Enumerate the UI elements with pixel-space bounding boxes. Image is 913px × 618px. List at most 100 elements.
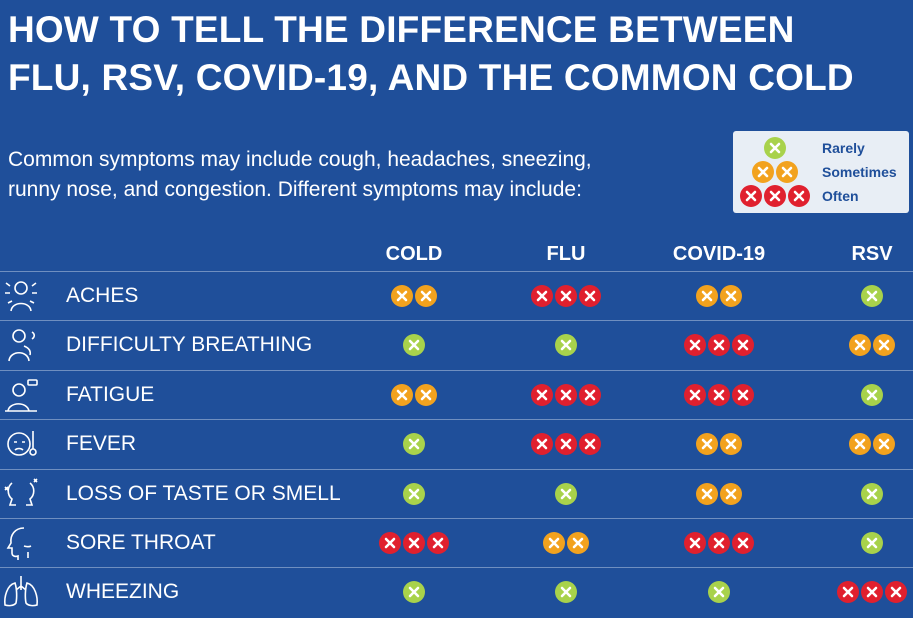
- legend-rarely-marks: [764, 137, 786, 159]
- rating-cell-flu: [555, 334, 577, 357]
- table-row: DIFFICULTY BREATHING: [0, 320, 913, 370]
- sometimes-mark-icon: [415, 383, 437, 406]
- symptom-label: LOSS OF TASTE OR SMELL: [66, 481, 341, 505]
- rating-cell-flu: [555, 482, 577, 505]
- intro-line-1: Common symptoms may include cough, heada…: [8, 148, 592, 171]
- legend-often-marks: [740, 185, 810, 207]
- rarely-mark-icon: [555, 482, 577, 505]
- legend-often: Often: [733, 185, 909, 209]
- sometimes-mark-icon: [543, 532, 565, 554]
- rarely-mark-icon: [764, 137, 786, 159]
- sometimes-mark-icon: [696, 433, 718, 456]
- sometimes-mark-icon: [391, 383, 413, 406]
- sore-throat-icon: [2, 524, 40, 562]
- sometimes-mark-icon: [696, 482, 718, 505]
- rating-cell-cold: [391, 383, 437, 406]
- often-mark-icon: [788, 185, 810, 207]
- lungs-icon: [2, 573, 40, 611]
- rating-cell-flu: [531, 383, 601, 406]
- often-mark-icon: [379, 532, 401, 554]
- rating-cell-cold: [379, 532, 449, 554]
- often-mark-icon: [885, 581, 907, 604]
- rating-cell-cold: [403, 482, 425, 505]
- table-row: FEVER: [0, 419, 913, 469]
- often-mark-icon: [684, 383, 706, 406]
- rarely-mark-icon: [861, 532, 883, 554]
- often-mark-icon: [708, 383, 730, 406]
- legend-rarely: Rarely: [733, 137, 909, 161]
- rating-cell-flu: [543, 532, 589, 554]
- taste-smell-icon: [2, 475, 40, 513]
- rarely-mark-icon: [861, 285, 883, 307]
- intro-line-2: runny nose, and congestion. Different sy…: [8, 178, 582, 201]
- sometimes-mark-icon: [720, 285, 742, 307]
- sometimes-mark-icon: [720, 433, 742, 456]
- legend: Rarely Sometimes Often: [733, 131, 909, 213]
- often-mark-icon: [732, 532, 754, 554]
- sometimes-mark-icon: [696, 285, 718, 307]
- sometimes-mark-icon: [752, 161, 774, 183]
- sometimes-mark-icon: [720, 482, 742, 505]
- often-mark-icon: [531, 433, 553, 456]
- rating-cell-covid19: [696, 285, 742, 307]
- often-mark-icon: [740, 185, 762, 207]
- rating-cell-cold: [391, 285, 437, 307]
- rarely-mark-icon: [861, 383, 883, 406]
- rarely-mark-icon: [403, 482, 425, 505]
- fever-icon: [2, 425, 40, 463]
- legend-often-label: Often: [822, 188, 859, 204]
- table-row: LOSS OF TASTE OR SMELL: [0, 468, 913, 519]
- often-mark-icon: [732, 383, 754, 406]
- legend-sometimes: Sometimes: [733, 161, 909, 185]
- symptom-label: FEVER: [66, 432, 137, 456]
- sometimes-mark-icon: [415, 285, 437, 307]
- rarely-mark-icon: [555, 581, 577, 604]
- rarely-mark-icon: [708, 581, 730, 604]
- rating-cell-rsv: [849, 334, 895, 357]
- rating-cell-covid19: [684, 383, 754, 406]
- column-header-cold: COLD: [385, 243, 443, 265]
- rating-cell-rsv: [861, 482, 883, 505]
- fatigue-icon: [2, 376, 40, 414]
- often-mark-icon: [555, 433, 577, 456]
- legend-rarely-label: Rarely: [822, 140, 865, 156]
- rarely-mark-icon: [555, 334, 577, 357]
- often-mark-icon: [531, 285, 553, 307]
- often-mark-icon: [579, 285, 601, 307]
- often-mark-icon: [531, 383, 553, 406]
- often-mark-icon: [579, 383, 601, 406]
- symptom-label: DIFFICULTY BREATHING: [66, 333, 313, 357]
- breathing-icon: [2, 326, 40, 364]
- rating-cell-flu: [531, 433, 601, 456]
- column-header-rsv: RSV: [851, 243, 893, 265]
- table-row: WHEEZING: [0, 567, 913, 617]
- rarely-mark-icon: [403, 433, 425, 456]
- often-mark-icon: [555, 285, 577, 307]
- symptom-label: WHEEZING: [66, 580, 180, 604]
- sometimes-mark-icon: [391, 285, 413, 307]
- rarely-mark-icon: [403, 581, 425, 604]
- sometimes-mark-icon: [776, 161, 798, 183]
- often-mark-icon: [684, 532, 706, 554]
- legend-sometimes-marks: [752, 161, 798, 183]
- rating-cell-cold: [403, 334, 425, 357]
- rating-cell-cold: [403, 433, 425, 456]
- rating-cell-covid19: [696, 482, 742, 505]
- sometimes-mark-icon: [849, 433, 871, 456]
- title-line-1: HOW TO TELL THE DIFFERENCE BETWEEN: [8, 9, 795, 50]
- rating-cell-rsv: [861, 285, 883, 307]
- symptom-label: FATIGUE: [66, 382, 155, 406]
- often-mark-icon: [708, 532, 730, 554]
- rating-cell-covid19: [684, 334, 754, 357]
- often-mark-icon: [555, 383, 577, 406]
- often-mark-icon: [837, 581, 859, 604]
- often-mark-icon: [684, 334, 706, 357]
- title-line-2: FLU, RSV, COVID-19, AND THE COMMON COLD: [8, 57, 854, 98]
- table-row: ACHES: [0, 271, 913, 321]
- symptom-label: SORE THROAT: [66, 531, 216, 554]
- rarely-mark-icon: [403, 334, 425, 357]
- rating-cell-rsv: [861, 532, 883, 554]
- table-row: FATIGUE: [0, 369, 913, 420]
- rating-cell-covid19: [696, 433, 742, 456]
- rating-cell-covid19: [708, 581, 730, 604]
